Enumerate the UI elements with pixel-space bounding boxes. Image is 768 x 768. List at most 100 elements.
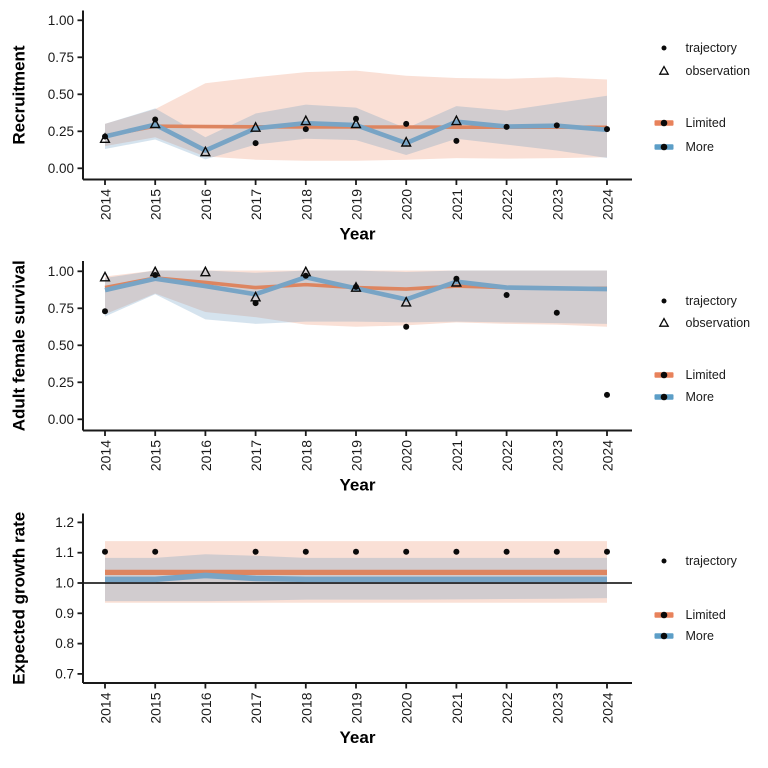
y-tick-label: 0.75 [48, 50, 74, 65]
legend-label: More [686, 140, 715, 154]
y-tick-label: 0.50 [48, 338, 74, 353]
trajectory-point [102, 548, 108, 555]
y-tick-label: 0.7 [55, 666, 74, 681]
trajectory-point [152, 548, 159, 555]
observation-point [99, 132, 111, 143]
trajectory-key-icon [661, 45, 667, 51]
panel-adult-female-survival: 0.00 0.25 0.50 0.75 1.00 2014 2015 2016 2017 2018… [10, 260, 751, 494]
legend-item-limited: Limited [654, 368, 726, 382]
x-tick-label: 2019 [349, 440, 365, 471]
legend-item-trajectory: trajectory [661, 554, 738, 568]
y-tick-label: 0.00 [48, 412, 74, 427]
trajectory-point [604, 391, 610, 398]
x-tick-label: 2023 [549, 692, 565, 723]
x-tick-label: 2018 [298, 189, 314, 220]
trajectory-point [252, 140, 259, 147]
y-tick-label: 1.00 [48, 13, 74, 28]
trajectory-point [403, 548, 410, 555]
observation-point [199, 145, 211, 157]
x-tick-label: 2021 [449, 440, 465, 471]
legend-item-trajectory: trajectory [661, 41, 738, 55]
trajectory-point [252, 548, 259, 555]
x-tick-label: 2018 [298, 440, 314, 471]
x-tick-label: 2021 [449, 189, 465, 220]
x-tick-label: 2015 [148, 189, 164, 220]
y-tick-label: 1.0 [55, 576, 74, 591]
observation-point [99, 270, 111, 282]
observation-point [450, 276, 462, 287]
observation-point [350, 281, 362, 292]
more-line [104, 119, 608, 153]
x-tick-label: 2017 [248, 440, 264, 471]
trajectory-point [553, 309, 560, 316]
x-tick-label: 2022 [499, 440, 515, 471]
x-tick-label: 2021 [449, 692, 465, 723]
x-tick-label: 2020 [399, 189, 415, 220]
y-tick-label: 0.9 [55, 606, 74, 621]
trajectory-point [403, 120, 410, 127]
more-line [105, 572, 607, 583]
observation-point [400, 296, 412, 307]
x-tick-label: 2023 [549, 189, 565, 220]
panel-expected-growth-rate: 0.7 0.8 0.9 1.0 1.1 1.2 2014 2015 2016 2017 2018 20… [10, 512, 738, 747]
band-key-dot-icon [660, 611, 668, 619]
panel-recruitment: 0.00 0.25 0.50 0.75 1.00 2014 2015 2016 2017 2018… [10, 10, 750, 244]
trajectory-point [302, 548, 309, 555]
legend-item-limited: Limited [654, 608, 726, 622]
y-tick-label: 1.1 [55, 545, 74, 560]
x-tick-label: 2019 [349, 692, 365, 723]
observation-point [350, 117, 362, 129]
x-tick-label: 2018 [298, 692, 314, 723]
legend-item-more: More [654, 390, 715, 404]
legend-label: More [686, 629, 715, 643]
x-tick-label: 2014 [98, 189, 114, 220]
observation-key-icon [658, 65, 670, 75]
x-axis-title: Year [340, 476, 376, 495]
x-tick-label: 2017 [248, 692, 264, 723]
legend-label: Limited [686, 368, 726, 382]
trajectory-point [403, 323, 410, 330]
trajectory-point [302, 126, 309, 133]
legend-item-limited: Limited [654, 116, 726, 130]
trajectory-point [503, 291, 510, 298]
x-tick-label: 2015 [148, 692, 164, 723]
observation-key-icon [658, 317, 670, 327]
x-tick-label: 2015 [148, 440, 164, 471]
trajectory-point [553, 548, 560, 555]
observation-point [250, 121, 262, 132]
trajectory-key-icon [661, 298, 667, 304]
x-tick-label: 2024 [600, 692, 616, 723]
legend-label: More [686, 390, 715, 404]
legend-label: observation [686, 316, 751, 330]
x-tick-label: 2024 [600, 189, 616, 220]
y-axis-title: Expected growth rate [10, 512, 29, 685]
observation-point [149, 117, 161, 129]
y-tick-label: 0.8 [55, 636, 74, 651]
trajectory-point [553, 122, 560, 129]
trajectory-point [503, 123, 510, 130]
trajectory-point [503, 548, 510, 555]
observation-point [250, 290, 262, 302]
y-tick-label: 0.50 [48, 87, 74, 102]
y-tick-label: 1.00 [48, 264, 74, 279]
observation-point [149, 265, 161, 277]
x-axis-title: Year [340, 225, 376, 244]
y-axis-title: Recruitment [10, 45, 29, 145]
legend-item-more: More [654, 629, 715, 643]
trajectory-key-icon [661, 558, 667, 564]
x-tick-label: 2016 [198, 440, 214, 471]
x-tick-label: 2022 [499, 692, 515, 723]
trajectory-point [453, 548, 460, 555]
y-tick-label: 1.2 [55, 515, 74, 530]
band-key-dot-icon [660, 119, 668, 127]
x-tick-label: 2016 [198, 692, 214, 723]
x-tick-label: 2017 [248, 189, 264, 220]
legend-label: Limited [686, 116, 726, 130]
y-tick-label: 0.25 [48, 375, 74, 390]
legend-label: trajectory [686, 554, 738, 568]
trajectory-point [604, 126, 610, 133]
legend-item-more: More [654, 140, 715, 154]
y-axis-title: Adult female survival [10, 260, 29, 431]
x-tick-label: 2016 [198, 189, 214, 220]
